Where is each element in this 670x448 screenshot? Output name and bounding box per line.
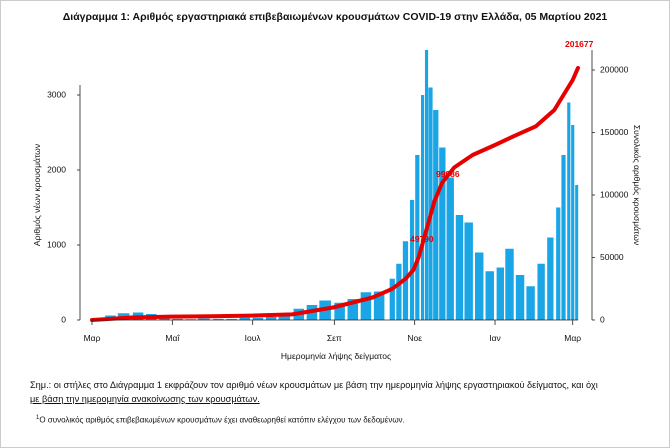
x-ticks: Μαρ Μαΐ Ιουλ Σεπ Νοε Ιαν Μαρ (84, 320, 581, 343)
note-line-2: με βάση την ημερομηνία ανακοίνωσης των κ… (30, 394, 260, 404)
bars-layer (92, 50, 579, 320)
data-bar (347, 299, 359, 320)
data-bar (561, 155, 566, 320)
data-bar (252, 317, 264, 320)
x-tick-label: Νοε (407, 333, 422, 343)
x-axis-label: Ημερομηνία λήψης δείγματος (281, 351, 391, 361)
annotation-early-total: 49790 (410, 234, 434, 244)
y-tick-label: 0 (61, 314, 66, 324)
data-bar (547, 237, 554, 320)
y-right-tick-label: 150000 (600, 127, 629, 137)
data-bar (496, 267, 504, 320)
y-right-tick-label: 100000 (600, 189, 629, 199)
data-bar (515, 275, 525, 320)
data-bar (446, 177, 454, 320)
y-axis-right-label: Συνολικός αριθμός κρουσμάτων (632, 125, 642, 245)
cumulative-line (90, 65, 580, 322)
right-y-ticks: 0 50000 100000 150000 200000 (592, 64, 629, 324)
data-bar (409, 200, 415, 320)
data-bar (226, 318, 237, 320)
data-bar (265, 317, 277, 320)
y-right-tick-label: 200000 (600, 64, 629, 74)
y-right-tick-label: 50000 (600, 252, 624, 262)
data-bar (360, 292, 372, 320)
data-bar (475, 252, 484, 320)
cumulative-line-layer (90, 65, 580, 322)
x-tick-label: Ιουλ (245, 333, 262, 343)
annotation-mid-total: 99986 (436, 169, 460, 179)
y-tick-label: 3000 (47, 89, 66, 99)
footnote: 1Ο συνολικός αριθμός επιβεβαιωμένων κρου… (36, 415, 405, 425)
data-bar (198, 318, 210, 320)
footnote-text: Ο συνολικός αριθμός επιβεβαιωμένων κρουσ… (39, 415, 405, 425)
data-bar (159, 317, 170, 320)
chart-note: Σημ.: οι στήλες στο Διάγραμμα 1 εκφράζου… (30, 378, 650, 406)
data-bar (433, 110, 439, 320)
data-bar (526, 286, 535, 320)
data-bar (505, 248, 514, 320)
data-bar (396, 263, 402, 320)
chart-title: Διάγραμμα 1: Αριθμός εργαστηριακά επιβεβ… (63, 11, 608, 23)
y-tick-label: 1000 (47, 239, 66, 249)
footnote-marker: 1 (36, 415, 40, 421)
x-tick-label: Μαρ (84, 333, 101, 343)
data-bar (455, 215, 464, 320)
data-bar (213, 318, 224, 320)
y-tick-label: 2000 (47, 164, 66, 174)
note-line-1: Σημ.: οι στήλες στο Διάγραμμα 1 εκφράζου… (30, 380, 598, 390)
data-bar (439, 147, 446, 320)
data-bar (239, 317, 251, 320)
data-bar (389, 278, 395, 320)
data-bar (428, 87, 433, 320)
x-tick-label: Σεπ (327, 333, 342, 343)
data-bar (421, 95, 425, 320)
x-tick-label: Μαΐ (165, 333, 180, 343)
data-bar (373, 291, 385, 320)
data-bar (334, 302, 345, 320)
data-bar (424, 50, 429, 320)
data-bar (571, 125, 575, 320)
y-right-tick-label: 0 (600, 314, 605, 324)
data-bar (278, 315, 291, 320)
x-tick-label: Ιαν (489, 333, 501, 343)
data-bar (485, 271, 494, 320)
left-y-ticks: 0 1000 2000 3000 (47, 89, 80, 324)
data-bar (172, 318, 183, 320)
annotation-final-total: 201677 (565, 39, 594, 49)
data-bar (537, 263, 545, 320)
data-bar (575, 185, 579, 320)
data-bar (415, 155, 420, 320)
data-bar (464, 222, 473, 320)
data-bar (556, 207, 561, 320)
data-bar (567, 102, 571, 320)
y-axis-label: Αριθμός νέων κρουσμάτων (32, 144, 42, 246)
x-tick-label: Μαρ (564, 333, 581, 343)
